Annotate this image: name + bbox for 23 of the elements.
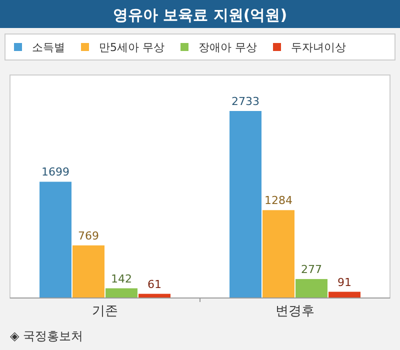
x-tick-label: 기존: [92, 304, 118, 319]
data-label: 91: [338, 276, 352, 289]
title-bar: 영유아 보육료 지원(억원): [0, 0, 400, 28]
legend-label: 두자녀이상: [291, 41, 346, 54]
data-label: 1284: [264, 194, 292, 208]
legend-label: 소득별: [32, 41, 65, 54]
data-label: 769: [78, 229, 99, 242]
bar: [262, 210, 294, 298]
legend-label: 만5세아 무상: [99, 41, 164, 54]
chart-title: 영유아 보육료 지원(억원): [112, 6, 288, 24]
data-label: 2733: [232, 95, 260, 108]
bar: [72, 245, 104, 298]
legend-label: 장애아 무상: [198, 41, 257, 54]
bar: [106, 288, 138, 298]
bar: [296, 279, 328, 298]
bar: [230, 111, 262, 298]
text: ◈ 국정홍보처: [10, 329, 84, 343]
bar: [40, 182, 72, 298]
x-tick-label: 변경후: [276, 304, 314, 319]
data-label: 277: [301, 263, 322, 276]
data-label: 142: [111, 272, 132, 286]
data-label: 1699: [42, 166, 70, 179]
data-label: 61: [148, 278, 162, 291]
